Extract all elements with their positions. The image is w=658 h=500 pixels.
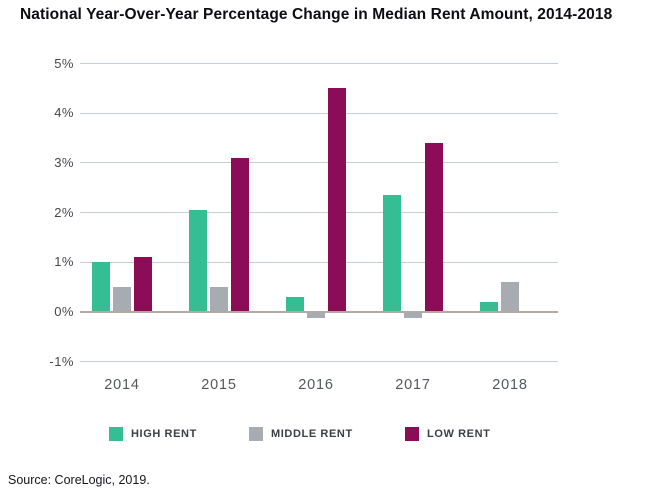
y-tick-label: 3% bbox=[54, 155, 74, 170]
y-tick-label: 4% bbox=[54, 105, 74, 120]
gridline bbox=[80, 212, 558, 213]
bar-high-rent-2016 bbox=[286, 297, 304, 312]
legend-swatch-low-rent bbox=[405, 427, 419, 441]
x-tick-label-2016: 2016 bbox=[298, 377, 334, 393]
bar-low-rent-2017 bbox=[425, 143, 443, 312]
legend-swatch-high-rent bbox=[109, 427, 123, 441]
bar-middle-rent-2014 bbox=[113, 287, 131, 312]
zero-axis-line bbox=[80, 311, 558, 313]
legend-label: LOW RENT bbox=[427, 428, 491, 440]
bar-middle-rent-2015 bbox=[210, 287, 228, 312]
chart-title: National Year-Over-Year Percentage Chang… bbox=[20, 6, 613, 23]
source-note: Source: CoreLogic, 2019. bbox=[8, 473, 150, 487]
bar-high-rent-2014 bbox=[92, 262, 110, 312]
gridline bbox=[80, 361, 558, 362]
legend-item-high-rent: HIGH RENT bbox=[109, 427, 197, 441]
legend-swatch-middle-rent bbox=[249, 427, 263, 441]
y-tick-label: 1% bbox=[54, 254, 74, 269]
bar-high-rent-2015 bbox=[189, 210, 207, 312]
x-tick-label-2017: 2017 bbox=[395, 377, 431, 393]
y-tick-label: -1% bbox=[49, 354, 74, 369]
bar-middle-rent-2018 bbox=[501, 282, 519, 312]
bar-middle-rent-2017 bbox=[404, 313, 422, 318]
legend-item-low-rent: LOW RENT bbox=[405, 427, 490, 441]
bar-low-rent-2016 bbox=[328, 88, 346, 312]
x-tick-label-2014: 2014 bbox=[104, 377, 140, 393]
bar-low-rent-2015 bbox=[231, 158, 249, 312]
gridline bbox=[80, 162, 558, 163]
legend-item-middle-rent: MIDDLE RENT bbox=[249, 427, 353, 441]
gridline bbox=[80, 63, 558, 64]
gridline bbox=[80, 262, 558, 263]
bar-middle-rent-2016 bbox=[307, 313, 325, 318]
bar-high-rent-2018 bbox=[480, 302, 498, 312]
x-tick-label-2015: 2015 bbox=[201, 377, 237, 393]
y-tick-label: 5% bbox=[54, 56, 74, 71]
legend-label: HIGH RENT bbox=[131, 428, 197, 440]
x-tick-label-2018: 2018 bbox=[492, 377, 528, 393]
y-tick-label: 0% bbox=[54, 304, 74, 319]
bar-high-rent-2017 bbox=[383, 195, 401, 312]
gridline bbox=[80, 113, 558, 114]
bar-low-rent-2014 bbox=[134, 257, 152, 312]
legend-label: MIDDLE RENT bbox=[271, 428, 353, 440]
y-tick-label: 2% bbox=[54, 205, 74, 220]
